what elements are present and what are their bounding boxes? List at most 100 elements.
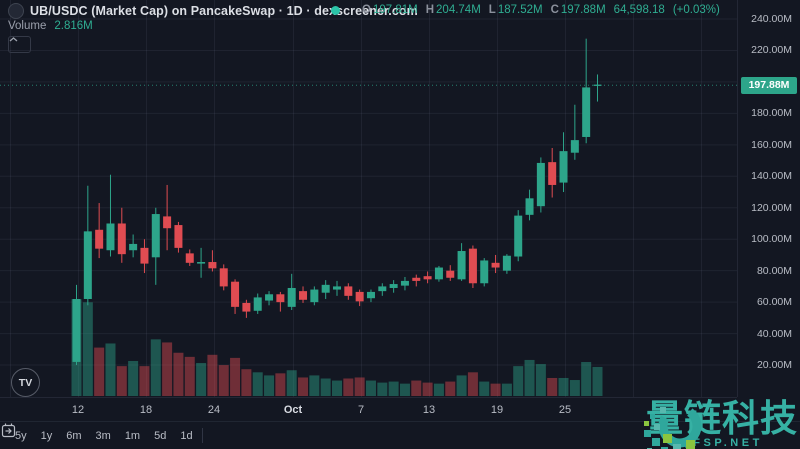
candle-body [344, 286, 353, 296]
volume-bar [343, 378, 354, 396]
price-tick-label: 80.00M [756, 264, 792, 277]
range-button-5d[interactable]: 5d [154, 429, 167, 442]
candle-body [502, 255, 511, 271]
volume-bar [365, 380, 376, 396]
price-tick-label: 160.00M [751, 138, 792, 151]
candle-body [321, 284, 330, 293]
volume-bar [241, 369, 252, 396]
candle-body [491, 262, 500, 268]
range-button-3m[interactable]: 3m [95, 429, 111, 442]
candlestick-chart[interactable] [0, 0, 737, 397]
price-tick-label: 40.00M [756, 327, 792, 340]
candle-body [197, 262, 206, 264]
range-button-1m[interactable]: 1m [124, 429, 141, 442]
candle-body [287, 287, 296, 307]
candle-body [434, 267, 443, 280]
range-toolbar: 5y 1y 6m 3m 1m 5d 1d [0, 421, 800, 449]
volume-bar [501, 383, 512, 396]
ohlc-value: 204.74M [436, 4, 481, 16]
collapse-indicator-button[interactable] [8, 36, 31, 53]
price-axis[interactable]: 197.88M 240.00M 220.00M 180.00M 160.00M 140.… [737, 0, 800, 397]
time-tick-label: 18 [139, 404, 153, 416]
candle-body [174, 225, 183, 248]
volume-bar [150, 339, 161, 396]
chevron-up-icon [9, 37, 18, 42]
candle-body [72, 298, 81, 362]
chart-title: UB/USDC (Market Cap) on PancakeSwap · 1D… [30, 4, 418, 18]
volume-bar [490, 383, 501, 396]
volume-bar [558, 377, 569, 396]
live-status-icon [331, 5, 340, 15]
volume-bar [128, 360, 139, 396]
volume-bar [82, 302, 93, 396]
volume-bar [354, 377, 365, 396]
candle-body [299, 291, 308, 300]
current-price-badge: 197.88M [741, 76, 797, 94]
candle-body [366, 291, 375, 299]
volume-bar [388, 381, 399, 396]
volume-bar [445, 381, 456, 396]
volume-bar [94, 347, 105, 396]
candle-body [378, 286, 387, 292]
candle-body [219, 268, 228, 287]
ohlc-key: L [488, 4, 496, 16]
candle-body [400, 280, 409, 286]
candle-body [253, 297, 262, 311]
time-tick-label: 13 [422, 404, 436, 416]
go-to-date-icon[interactable] [0, 422, 17, 439]
candle-body [593, 84, 602, 86]
range-button-1d[interactable]: 1d [180, 429, 193, 442]
volume-bar [547, 377, 558, 396]
volume-indicator-label: Volume [8, 20, 47, 32]
candle-body [480, 260, 489, 284]
volume-bar [592, 366, 603, 396]
range-button-1y[interactable]: 1y [40, 429, 53, 442]
volume-bar [207, 354, 218, 396]
candle-body [106, 223, 115, 251]
ohlc-key: C [550, 4, 559, 16]
volume-bar [433, 383, 444, 396]
candle-body [185, 253, 194, 263]
volume-bar [320, 378, 331, 396]
volume-bar [286, 370, 297, 396]
price-tick-label: 240.00M [751, 13, 792, 25]
volume-bar [139, 366, 150, 396]
volume-bar [331, 380, 342, 396]
price-tick-label: 120.00M [751, 201, 792, 214]
candle-body [412, 277, 421, 281]
volume-bar [309, 375, 320, 396]
candle-body [265, 294, 274, 301]
ohlc-extra-value: (+0.03%) [672, 4, 720, 16]
ohlc-value: 187.52M [497, 4, 543, 16]
range-button-5y[interactable]: 5y [15, 429, 27, 442]
candle-body [117, 223, 126, 255]
tradingview-logo[interactable]: TV [11, 368, 40, 397]
watermark: 量链科技 QFSP.NET [642, 398, 798, 449]
candle-body [468, 248, 477, 284]
candle-body [151, 214, 160, 258]
candle-body [276, 294, 285, 303]
volume-bar [105, 343, 116, 396]
volume-bar [116, 366, 127, 396]
volume-bar [422, 382, 433, 396]
time-tick-label: 19 [490, 404, 504, 416]
candle-body [310, 289, 319, 303]
candle-body [457, 251, 466, 280]
candle-body [548, 162, 557, 185]
price-tick-label: 20.00M [756, 359, 792, 372]
volume-bar [264, 375, 275, 396]
range-button-6m[interactable]: 6m [66, 429, 82, 442]
volume-indicator-row: Volume 2.816M [8, 20, 93, 32]
ohlc-value: 197.88M [560, 4, 606, 16]
price-tick-label: 140.00M [751, 170, 792, 183]
candle-body [559, 151, 568, 183]
time-axis[interactable]: 12 18 24 Oct 7 13 19 25 [0, 397, 737, 422]
watermark-brand-text: 量链科技 [646, 398, 798, 440]
candle-body [95, 229, 104, 249]
ohlc-readout: O 197.81M H 204.74M L 187.52M C 197.88M 64,598.1… [331, 4, 728, 16]
price-tick-label: 100.00M [751, 233, 792, 246]
candle-body [423, 276, 432, 280]
time-tick-label: 7 [357, 404, 365, 416]
volume-bar [298, 377, 309, 396]
